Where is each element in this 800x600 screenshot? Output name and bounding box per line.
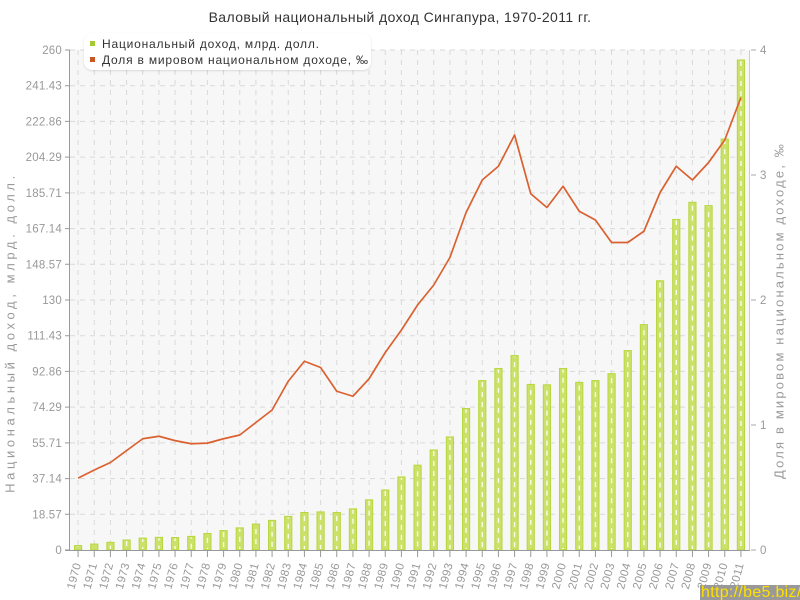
svg-text:167.14: 167.14 bbox=[26, 224, 63, 236]
svg-text:185.71: 185.71 bbox=[26, 188, 62, 200]
svg-text:222.86: 222.86 bbox=[26, 116, 62, 128]
svg-text:260: 260 bbox=[42, 45, 62, 57]
svg-text:37.14: 37.14 bbox=[32, 474, 62, 486]
svg-text:241.43: 241.43 bbox=[26, 81, 62, 93]
svg-text:0: 0 bbox=[55, 545, 62, 557]
svg-text:0: 0 bbox=[760, 545, 766, 557]
svg-text:130: 130 bbox=[42, 295, 62, 307]
svg-text:111.43: 111.43 bbox=[27, 331, 62, 343]
svg-text:18.57: 18.57 bbox=[32, 509, 62, 521]
svg-text:55.71: 55.71 bbox=[32, 438, 62, 450]
svg-text:4: 4 bbox=[760, 45, 767, 57]
svg-text:204.29: 204.29 bbox=[26, 152, 62, 164]
svg-text:74.29: 74.29 bbox=[32, 402, 62, 414]
svg-text:2: 2 bbox=[760, 295, 766, 307]
svg-text:3: 3 bbox=[760, 170, 766, 182]
svg-text:148.57: 148.57 bbox=[26, 259, 62, 271]
svg-text:1: 1 bbox=[760, 420, 766, 432]
svg-text:92.86: 92.86 bbox=[32, 366, 62, 378]
